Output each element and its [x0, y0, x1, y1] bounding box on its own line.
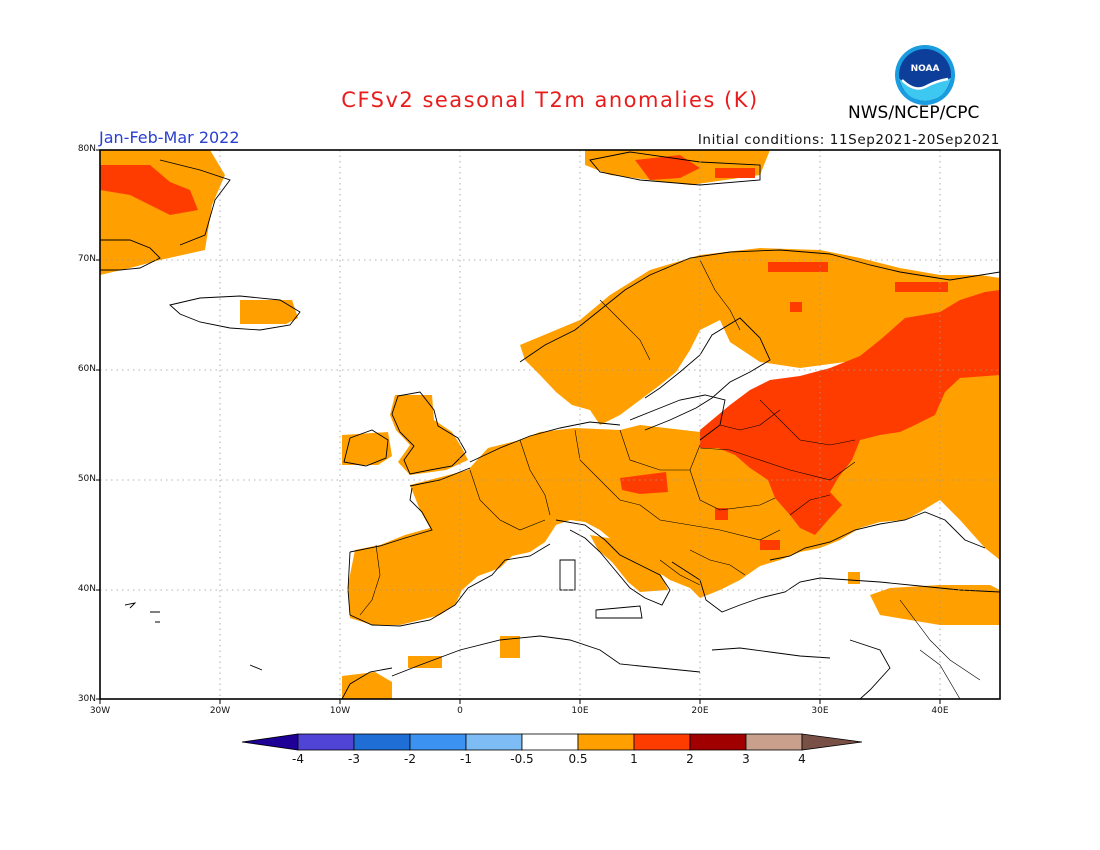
lon-label-20w: 20W — [209, 706, 231, 716]
map-title: CFSv2 seasonal T2m anomalies (K) — [341, 88, 759, 112]
colorbar-tick-label: -2 — [404, 752, 416, 766]
colorbar-segment — [689, 733, 747, 751]
lat-label-60n: 60N — [77, 364, 96, 374]
colorbar-segment — [297, 733, 355, 751]
colorbar-tick-label: -3 — [348, 752, 360, 766]
coastlines — [100, 151, 1000, 699]
tick-marks — [96, 149, 941, 704]
graticule — [100, 150, 1000, 699]
noaa-logo: NOAA — [895, 45, 955, 105]
lon-label-10e: 10E — [571, 706, 589, 716]
colorbar-tick-label: 1 — [630, 752, 638, 766]
lat-label-50n: 50N — [77, 474, 96, 484]
country-borders — [359, 259, 981, 699]
colorbar-tick-label: -4 — [292, 752, 304, 766]
lon-label-0: 0 — [457, 706, 463, 716]
map-frame — [99, 149, 1001, 700]
colorbar-tick-label: -0.5 — [510, 752, 533, 766]
lat-label-70n: 70N — [77, 254, 96, 264]
lat-label-40n: 40N — [77, 584, 96, 594]
colorbar-tick-label: 2 — [686, 752, 694, 766]
colorbar-tick-label: 3 — [742, 752, 750, 766]
logo-text: NOAA — [911, 64, 940, 74]
colorbar-segment — [577, 733, 635, 751]
colorbar-arrow-low — [241, 733, 299, 751]
agency-label: NWS/NCEP/CPC — [848, 103, 980, 123]
colorbar-arrow-high — [801, 733, 863, 751]
season-label: Jan-Feb-Mar 2022 — [99, 128, 240, 147]
colorbar-tick-label: -1 — [460, 752, 472, 766]
colorbar-segment — [521, 733, 579, 751]
colorbar-segment — [745, 733, 803, 751]
anomaly-region-1-2 — [100, 155, 1000, 550]
colorbar-segment — [353, 733, 411, 751]
lat-label-30n: 30N — [77, 694, 96, 704]
colorbar-tick-label: 0.5 — [568, 752, 587, 766]
lon-label-40e: 40E — [931, 706, 949, 716]
lon-label-20e: 20E — [691, 706, 709, 716]
lon-label-30w: 30W — [89, 706, 111, 716]
initial-conditions-label: Initial conditions: 11Sep2021-20Sep2021 — [697, 132, 1000, 148]
colorbar-segment — [465, 733, 523, 751]
colorbar-segment — [409, 733, 467, 751]
colorbar-segment — [633, 733, 691, 751]
lon-label-10w: 10W — [329, 706, 351, 716]
colorbar-tick-label: 4 — [798, 752, 806, 766]
lat-label-80n: 80N — [77, 144, 96, 154]
lon-label-30e: 30E — [811, 706, 829, 716]
